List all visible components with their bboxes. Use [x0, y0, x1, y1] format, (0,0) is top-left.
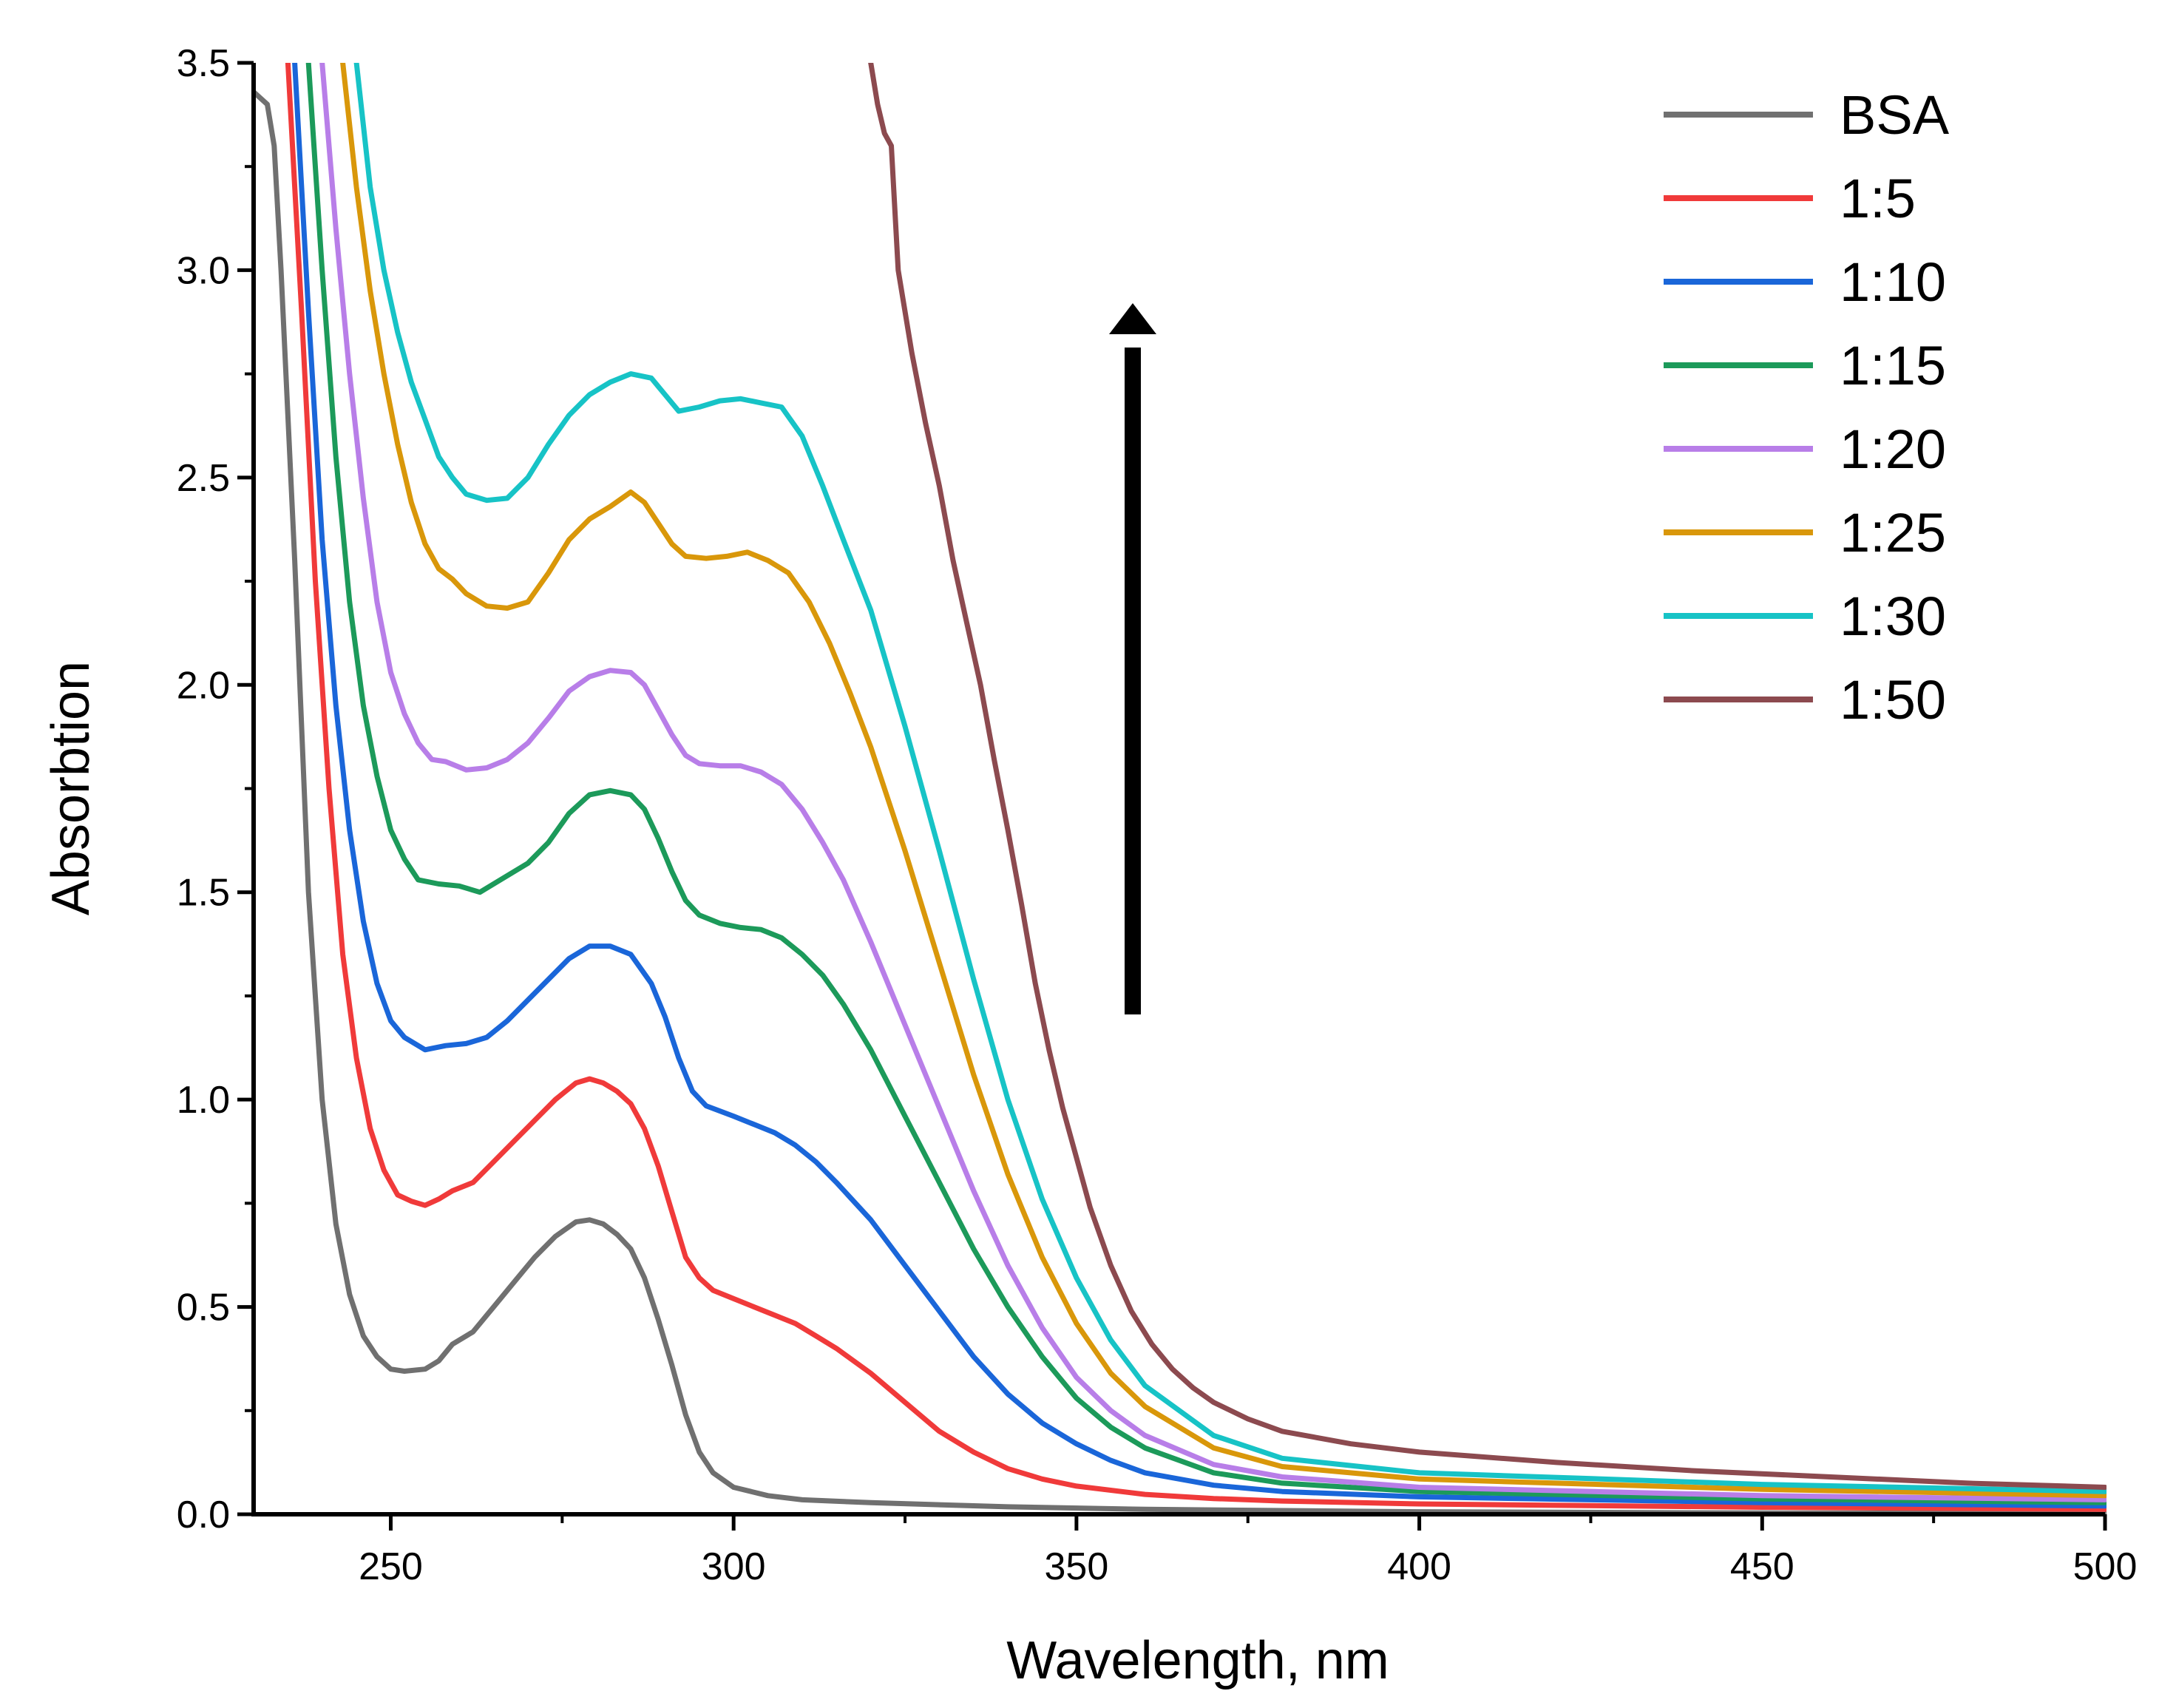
x-tick-label: 350	[1045, 1545, 1109, 1588]
series-line-1:20	[319, 63, 2107, 1502]
series-lines	[254, 63, 2107, 1514]
y-tick-label: 1.5	[177, 872, 230, 915]
legend-label: 1:10	[1840, 251, 1946, 313]
legend-label: BSA	[1840, 84, 1950, 146]
y-tick-label: 2.0	[177, 664, 230, 707]
legend-label: 1:25	[1840, 502, 1946, 563]
y-tick-label: 2.5	[177, 457, 230, 500]
y-tick-label: 0.0	[177, 1494, 230, 1536]
legend-label: 1:5	[1840, 168, 1916, 229]
legend-label: 1:20	[1840, 418, 1946, 480]
y-tick-label: 3.5	[177, 42, 230, 85]
x-tick-label: 500	[2073, 1545, 2138, 1588]
legend: BSA 1:5 1:10 1:15 1:20 1:25 1:30 1:50	[1664, 84, 1950, 731]
series-line-1:10	[292, 63, 2107, 1509]
x-ticks: 250 300 350 400 450 500	[359, 1514, 2137, 1588]
x-tick-label: 250	[359, 1545, 423, 1588]
y-tick-label: 3.0	[177, 249, 230, 292]
series-line-BSA	[254, 89, 2107, 1514]
legend-label: 1:30	[1840, 586, 1946, 647]
series-line-1:5	[285, 63, 2107, 1512]
legend-label: 1:15	[1840, 335, 1946, 396]
trend-arrow	[1109, 303, 1156, 1014]
y-gridless-ticks: 0.0 0.5 1.0 1.5 2.0 2.5 3.0 3.5	[177, 42, 254, 1536]
legend-label: 1:50	[1840, 669, 1946, 731]
series-line-1:50	[868, 63, 2107, 1490]
x-axis-title: Wavelength, nm	[1006, 1631, 1389, 1690]
x-tick-label: 450	[1730, 1545, 1794, 1588]
series-line-1:15	[305, 63, 2107, 1505]
x-tick-label: 400	[1387, 1545, 1451, 1588]
x-tick-label: 300	[702, 1545, 766, 1588]
y-axis-title: Absorbtion	[41, 661, 101, 915]
y-tick-label: 1.0	[177, 1079, 230, 1122]
series-line-1:25	[340, 63, 2107, 1499]
y-tick-label: 0.5	[177, 1287, 230, 1329]
series-line-1:30	[353, 63, 2107, 1494]
